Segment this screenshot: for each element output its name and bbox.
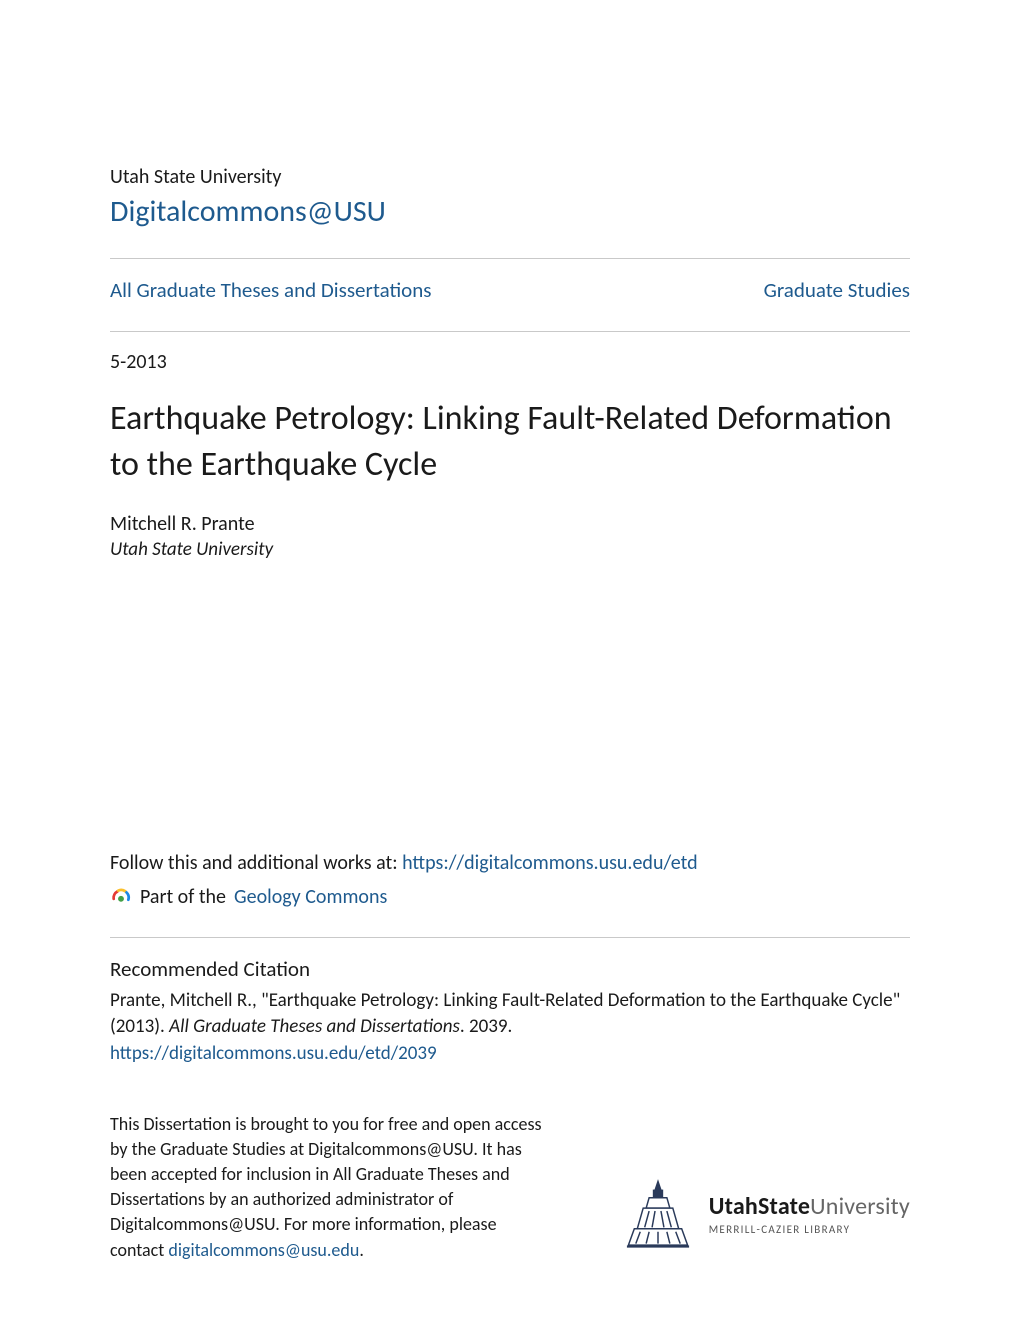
logo-bold: UtahState [709, 1192, 810, 1221]
library-logo-text: UtahStateUniversity MERRILL-CAZIER LIBRA… [709, 1192, 910, 1236]
divider [110, 937, 910, 938]
collection-link[interactable]: All Graduate Theses and Dissertations [110, 277, 431, 303]
library-tower-icon [621, 1177, 695, 1251]
citation-series: All Graduate Theses and Dissertations [169, 1015, 460, 1038]
divider [110, 331, 910, 332]
follow-line: Follow this and additional works at: htt… [110, 851, 910, 875]
logo-line1: UtahStateUniversity [709, 1192, 910, 1221]
contact-email-link[interactable]: digitalcommons@usu.edu [168, 1239, 359, 1261]
access-text-2: . [359, 1239, 364, 1261]
citation-text: Prante, Mitchell R., "Earthquake Petrolo… [110, 988, 910, 1068]
breadcrumb: All Graduate Theses and Dissertations Gr… [110, 277, 910, 303]
author-name: Mitchell R. Prante [110, 512, 910, 536]
access-statement: This Dissertation is brought to you for … [110, 1112, 550, 1263]
follow-prefix: Follow this and additional works at: [110, 851, 402, 875]
part-of-prefix: Part of the [140, 885, 226, 909]
follow-url-link[interactable]: https://digitalcommons.usu.edu/etd [402, 851, 698, 875]
repository-link-anchor[interactable]: Digitalcommons@USU [110, 193, 386, 230]
citation-url-link[interactable]: https://digitalcommons.usu.edu/etd/2039 [110, 1041, 437, 1068]
publication-date: 5-2013 [110, 350, 910, 374]
spacer [110, 561, 910, 851]
library-logo: UtahStateUniversity MERRILL-CAZIER LIBRA… [621, 1177, 910, 1263]
repository-link: Digitalcommons@USU [110, 193, 910, 230]
logo-light: University [810, 1192, 910, 1221]
footer: This Dissertation is brought to you for … [110, 1112, 910, 1263]
logo-line2: MERRILL-CAZIER LIBRARY [709, 1223, 910, 1236]
part-of-link[interactable]: Geology Commons [234, 885, 387, 909]
author-affiliation: Utah State University [110, 538, 910, 561]
network-icon [110, 886, 132, 908]
page-title: Earthquake Petrology: Linking Fault-Rela… [110, 396, 910, 488]
institution-name: Utah State University [110, 165, 910, 189]
part-of-line: Part of the Geology Commons [110, 885, 910, 909]
divider [110, 258, 910, 259]
citation-heading: Recommended Citation [110, 956, 910, 982]
citation-suffix: . 2039. [460, 1015, 512, 1038]
studies-link[interactable]: Graduate Studies [764, 277, 910, 303]
